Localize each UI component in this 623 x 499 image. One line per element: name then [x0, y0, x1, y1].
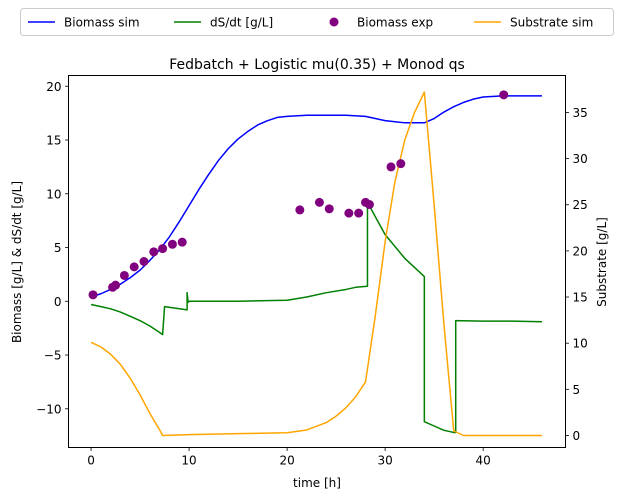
y-left-tick-label: 5: [54, 241, 62, 255]
y-axis-left-label: Biomass [g/L] & dS/dt [g/L]: [10, 181, 24, 343]
y-left-tick-label: 10: [46, 187, 61, 201]
data-point: [354, 208, 364, 218]
data-point: [386, 162, 396, 172]
y-right-tick-label: 15: [573, 291, 588, 305]
axes-frame: [68, 75, 566, 448]
data-point: [167, 239, 177, 249]
legend-label-biomass-exp: Biomass exp: [357, 16, 433, 30]
y-left-tick-label: 0: [54, 295, 62, 309]
data-point: [344, 208, 354, 218]
series-line-ds-dt-g-l: [90, 201, 542, 434]
data-point: [139, 257, 149, 266]
x-tick-label: 30: [377, 454, 392, 468]
chart-title: Fedbatch + Logistic mu(0.35) + Monod qs: [169, 57, 465, 73]
y-left-tick-label: 20: [46, 80, 61, 94]
series-line-biomass-sim: [90, 95, 542, 298]
ticks: 0 10 20 30 40 −10 −5 0 5 10 15 20 0 5 10 15 20 25 30 35: [36, 80, 588, 468]
x-tick-label: 0: [87, 454, 95, 468]
y-left-tick-label: −10: [36, 402, 61, 416]
series-line-substrate-sim: [90, 91, 542, 437]
y-right-tick-label: 20: [573, 244, 588, 258]
data-point: [314, 197, 324, 207]
x-axis-label: time [h]: [293, 476, 341, 490]
data-point: [129, 262, 139, 272]
x-tick-label: 10: [181, 454, 196, 468]
data-point: [499, 90, 509, 100]
legend-swatch-biomass-exp: [329, 17, 339, 27]
y-right-tick-label: 5: [573, 383, 581, 397]
y-right-tick-label: 35: [573, 106, 588, 120]
data-point: [149, 247, 159, 257]
data-point: [295, 205, 305, 215]
data-point: [177, 237, 187, 247]
y-left-tick-label: 15: [46, 134, 61, 148]
data-point: [324, 204, 334, 214]
y-right-tick-label: 25: [573, 198, 588, 212]
legend: Biomass sim dS/dt [g/L] Biomass exp Subs…: [20, 8, 614, 36]
y-right-tick-label: 0: [573, 429, 581, 443]
plot-series: [88, 90, 542, 437]
legend-frame: [20, 8, 614, 36]
legend-label-biomass-sim: Biomass sim: [64, 16, 140, 30]
x-tick-label: 20: [279, 454, 294, 468]
x-tick-label: 40: [476, 454, 491, 468]
data-point: [364, 200, 374, 210]
y-left-tick-label: −5: [44, 349, 62, 363]
legend-label-substrate-sim: Substrate sim: [510, 16, 593, 30]
y-right-tick-label: 30: [573, 152, 588, 166]
data-point: [111, 280, 121, 290]
series-points-biomass-exp: [88, 90, 509, 300]
data-point: [396, 159, 406, 169]
legend-label-dsdt: dS/dt [g/L]: [210, 16, 273, 30]
data-point: [119, 270, 129, 280]
data-point: [88, 290, 98, 300]
y-right-tick-label: 10: [573, 337, 588, 351]
data-point: [158, 244, 168, 254]
y-axis-right-label: Substrate [g/L]: [595, 217, 609, 307]
